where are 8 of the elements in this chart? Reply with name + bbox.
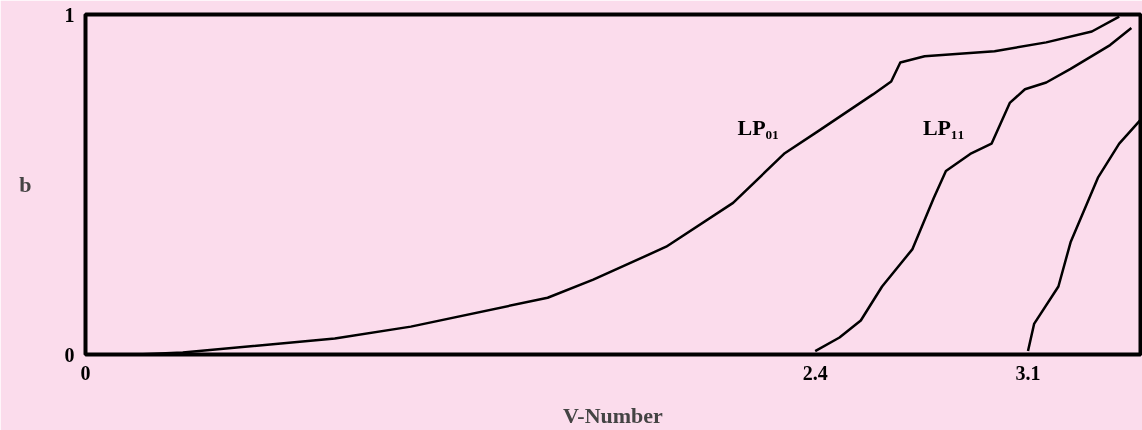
x-axis-title: V-Number: [563, 402, 664, 428]
x-tick-label: 2.4: [802, 361, 828, 384]
series-label: LP₁₁: [922, 115, 965, 141]
y-tick-label: 1: [64, 3, 75, 26]
x-tick-label: 3.1: [1015, 361, 1041, 384]
y-axis-title: b: [19, 172, 32, 197]
x-tick-label: 0: [80, 361, 91, 384]
series-label: LP₀₁: [737, 114, 779, 140]
